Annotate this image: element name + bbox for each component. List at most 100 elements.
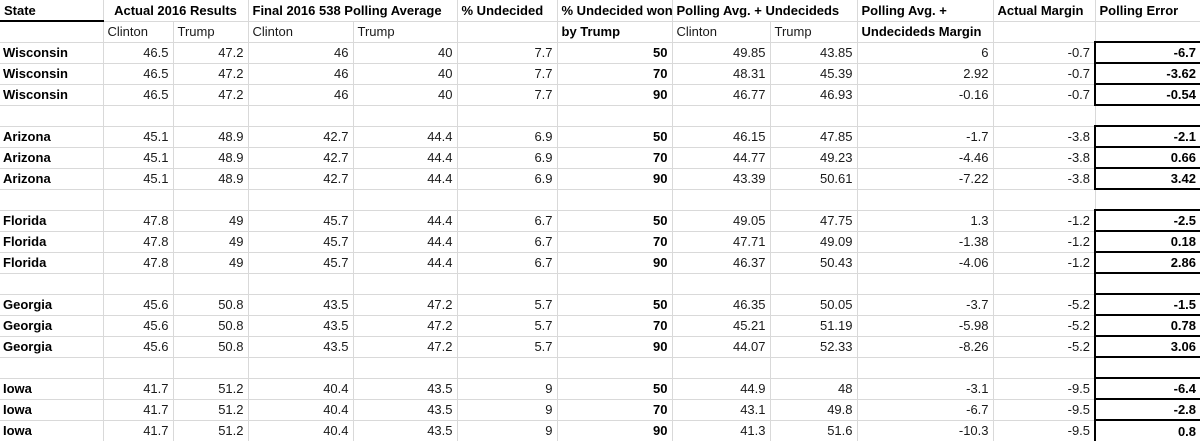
empty-cell[interactable] [1094,104,1200,127]
value-cell[interactable]: 51.2 [172,377,249,400]
value-cell[interactable]: 45.1 [102,125,174,148]
state-cell[interactable]: Wisconsin [0,83,104,106]
value-cell[interactable]: 6.9 [456,167,558,190]
state-cell[interactable]: Iowa [0,398,104,421]
value-cell[interactable]: 43.5 [352,398,458,421]
value-cell[interactable]: -1.2 [992,209,1096,232]
value-cell[interactable]: 46.5 [102,41,174,64]
state-cell[interactable]: Iowa [0,377,104,400]
empty-cell[interactable] [1094,272,1200,295]
value-cell[interactable]: 47.8 [102,251,174,274]
empty-cell[interactable] [172,104,249,127]
value-cell[interactable]: 70 [556,398,673,421]
value-cell[interactable]: 50 [556,125,673,148]
empty-cell[interactable] [992,104,1096,127]
value-cell[interactable]: 43.39 [671,167,771,190]
col-header-polling-margin[interactable]: Polling Avg. + [856,0,994,22]
polling-error-cell[interactable]: 0.66 [1094,146,1200,169]
value-cell[interactable]: 41.3 [671,419,771,442]
value-cell[interactable]: 42.7 [247,167,354,190]
state-cell[interactable]: Iowa [0,419,104,442]
subheader-trump-actual[interactable]: Trump [172,20,249,43]
col-header-polling-error[interactable]: Polling Error [1094,0,1200,22]
value-cell[interactable]: 49 [172,230,249,253]
value-cell[interactable]: 44.4 [352,125,458,148]
value-cell[interactable]: 6.7 [456,209,558,232]
empty-cell[interactable] [172,356,249,379]
value-cell[interactable]: 51.2 [172,398,249,421]
value-cell[interactable]: 90 [556,335,673,358]
empty-cell[interactable] [992,356,1096,379]
value-cell[interactable]: 47.2 [352,335,458,358]
state-cell[interactable]: Georgia [0,335,104,358]
value-cell[interactable]: -9.5 [992,398,1096,421]
state-cell[interactable]: Arizona [0,125,104,148]
value-cell[interactable]: 44.4 [352,167,458,190]
subheader-empty[interactable] [456,20,558,43]
value-cell[interactable]: -0.7 [992,83,1096,106]
empty-cell[interactable] [556,104,673,127]
empty-cell[interactable] [856,272,994,295]
value-cell[interactable]: 48.31 [671,62,771,85]
empty-cell[interactable] [769,272,858,295]
value-cell[interactable]: 46.35 [671,293,771,316]
empty-cell[interactable] [172,272,249,295]
empty-cell[interactable] [1094,188,1200,211]
value-cell[interactable]: -3.8 [992,125,1096,148]
value-cell[interactable]: 45.6 [102,335,174,358]
empty-cell[interactable] [671,104,771,127]
value-cell[interactable]: -7.22 [856,167,994,190]
empty-cell[interactable] [247,272,354,295]
value-cell[interactable]: 51.6 [769,419,858,442]
polling-error-cell[interactable]: 0.8 [1094,419,1200,442]
value-cell[interactable]: 50.8 [172,314,249,337]
value-cell[interactable]: 6.9 [456,125,558,148]
value-cell[interactable]: -9.5 [992,419,1096,442]
value-cell[interactable]: -0.7 [992,41,1096,64]
value-cell[interactable]: 44.4 [352,230,458,253]
value-cell[interactable]: 45.7 [247,251,354,274]
value-cell[interactable]: 40.4 [247,419,354,442]
value-cell[interactable]: 46 [247,62,354,85]
empty-cell[interactable] [102,104,174,127]
col-header-state[interactable]: State [0,0,104,22]
value-cell[interactable]: 51.2 [172,419,249,442]
polling-error-cell[interactable]: -6.7 [1094,41,1200,64]
state-cell[interactable]: Wisconsin [0,41,104,64]
polling-error-cell[interactable]: 0.78 [1094,314,1200,337]
value-cell[interactable]: -5.2 [992,314,1096,337]
value-cell[interactable]: 40 [352,41,458,64]
empty-cell[interactable] [671,356,771,379]
value-cell[interactable]: 45.7 [247,230,354,253]
state-cell[interactable]: Florida [0,209,104,232]
value-cell[interactable]: 42.7 [247,146,354,169]
empty-cell[interactable] [769,356,858,379]
value-cell[interactable]: 48.9 [172,125,249,148]
value-cell[interactable]: -4.06 [856,251,994,274]
value-cell[interactable]: 41.7 [102,419,174,442]
value-cell[interactable]: 6.7 [456,230,558,253]
value-cell[interactable]: 49 [172,251,249,274]
value-cell[interactable]: 46.15 [671,125,771,148]
subheader-trump-adj[interactable]: Trump [769,20,858,43]
value-cell[interactable]: 40 [352,83,458,106]
state-cell[interactable]: Florida [0,251,104,274]
value-cell[interactable]: 43.5 [352,419,458,442]
subheader-empty[interactable] [1094,20,1200,43]
value-cell[interactable]: 50 [556,377,673,400]
empty-cell[interactable] [992,188,1096,211]
empty-cell[interactable] [0,188,104,211]
empty-cell[interactable] [352,272,458,295]
value-cell[interactable]: -5.2 [992,293,1096,316]
value-cell[interactable]: 46 [247,41,354,64]
value-cell[interactable]: 49 [172,209,249,232]
empty-cell[interactable] [456,104,558,127]
value-cell[interactable]: 70 [556,314,673,337]
polling-error-cell[interactable]: -2.8 [1094,398,1200,421]
value-cell[interactable]: 40.4 [247,398,354,421]
value-cell[interactable]: 45.21 [671,314,771,337]
value-cell[interactable]: 46.37 [671,251,771,274]
value-cell[interactable]: -10.3 [856,419,994,442]
value-cell[interactable]: 47.75 [769,209,858,232]
value-cell[interactable]: -9.5 [992,377,1096,400]
